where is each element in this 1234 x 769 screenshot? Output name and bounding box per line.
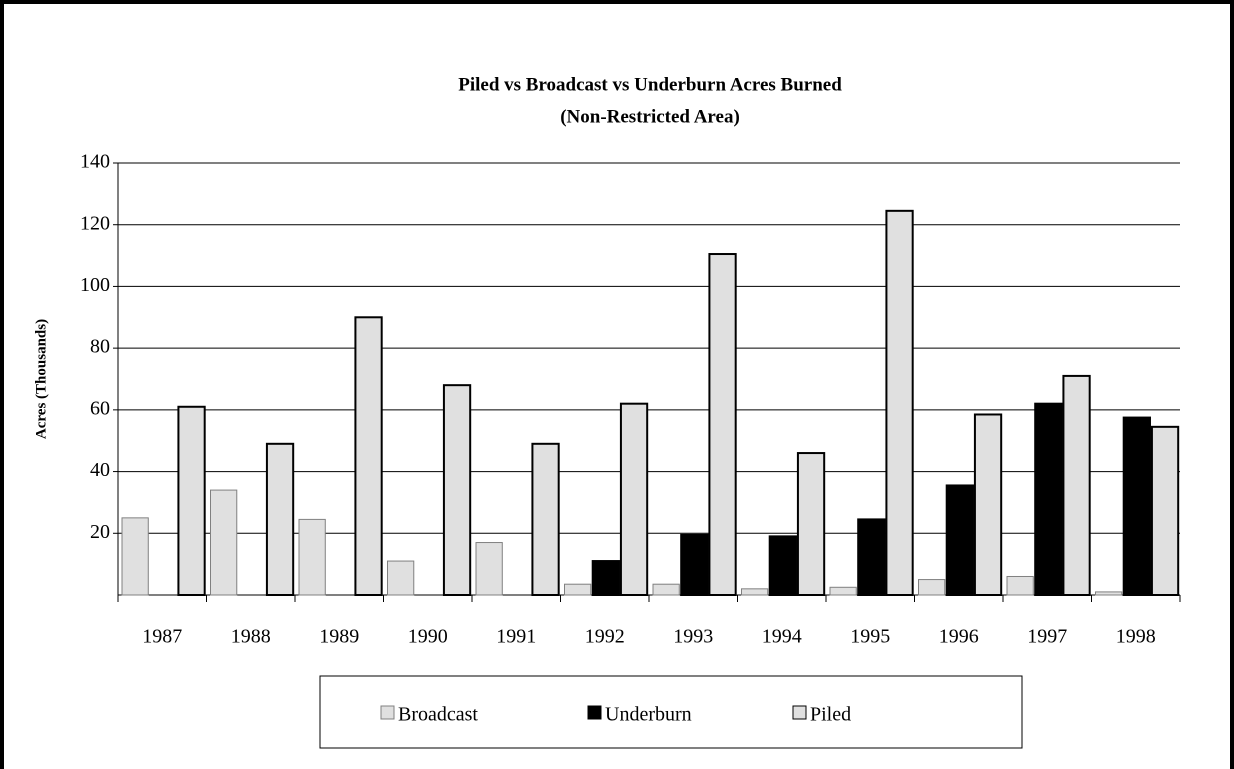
- bar: [564, 583, 592, 596]
- bar: [1006, 575, 1034, 596]
- bar: [1034, 402, 1063, 596]
- bar: [265, 442, 295, 596]
- legend-swatch: [380, 705, 395, 720]
- x-tick-label: 1990: [408, 626, 448, 648]
- bar: [652, 583, 680, 596]
- legend-label: Broadcast: [398, 704, 478, 726]
- x-tick-label: 1997: [1027, 626, 1067, 648]
- x-tick-label: 1991: [496, 626, 536, 648]
- bar: [1122, 416, 1151, 597]
- bar: [591, 560, 620, 596]
- bar: [768, 535, 797, 596]
- x-tick-label: 1995: [850, 626, 890, 648]
- x-tick-label: 1987: [142, 626, 182, 648]
- x-tick-label: 1994: [762, 626, 802, 648]
- y-tick-label: 20: [90, 521, 110, 543]
- y-tick-label: 100: [80, 274, 110, 296]
- x-tick-label: 1996: [939, 626, 979, 648]
- chart-title: Piled vs Broadcast vs Underburn Acres Bu…: [458, 74, 842, 95]
- legend-label: Underburn: [605, 704, 692, 726]
- bar: [387, 560, 415, 596]
- bar: [741, 588, 769, 596]
- chart-subtitle: (Non-Restricted Area): [560, 106, 740, 127]
- y-tick-label: 140: [80, 151, 110, 173]
- bar: [619, 402, 649, 596]
- bar: [1150, 425, 1180, 597]
- x-tick-label: 1992: [585, 626, 625, 648]
- legend-swatch: [792, 705, 807, 720]
- bar: [121, 517, 149, 596]
- bar: [354, 316, 383, 596]
- bar: [829, 586, 857, 596]
- y-tick-label: 120: [80, 212, 110, 234]
- x-tick-label: 1998: [1116, 626, 1156, 648]
- y-tick-label: 80: [90, 336, 110, 358]
- bar: [475, 542, 503, 596]
- legend-box: [319, 675, 1023, 749]
- bar: [945, 484, 974, 597]
- bar: [1062, 374, 1091, 596]
- bar: [857, 518, 886, 597]
- y-axis-label: Acres (Thousands): [33, 319, 49, 439]
- bar: [973, 413, 1003, 596]
- bar: [531, 442, 560, 596]
- legend-label: Piled: [810, 704, 851, 726]
- legend-swatch: [587, 705, 602, 720]
- bar: [885, 209, 914, 596]
- bar: [442, 384, 472, 596]
- bar: [708, 253, 737, 596]
- bar: [298, 518, 326, 596]
- bar: [918, 579, 946, 596]
- x-tick-label: 1988: [231, 626, 271, 648]
- x-tick-label: 1993: [673, 626, 713, 648]
- y-tick-label: 60: [90, 397, 110, 419]
- bar: [680, 533, 709, 596]
- bar: [796, 452, 826, 596]
- x-tick-label: 1989: [319, 626, 359, 648]
- bar: [210, 489, 238, 596]
- bar: [1095, 591, 1123, 596]
- bar: [177, 405, 206, 596]
- y-tick-label: 40: [90, 459, 110, 481]
